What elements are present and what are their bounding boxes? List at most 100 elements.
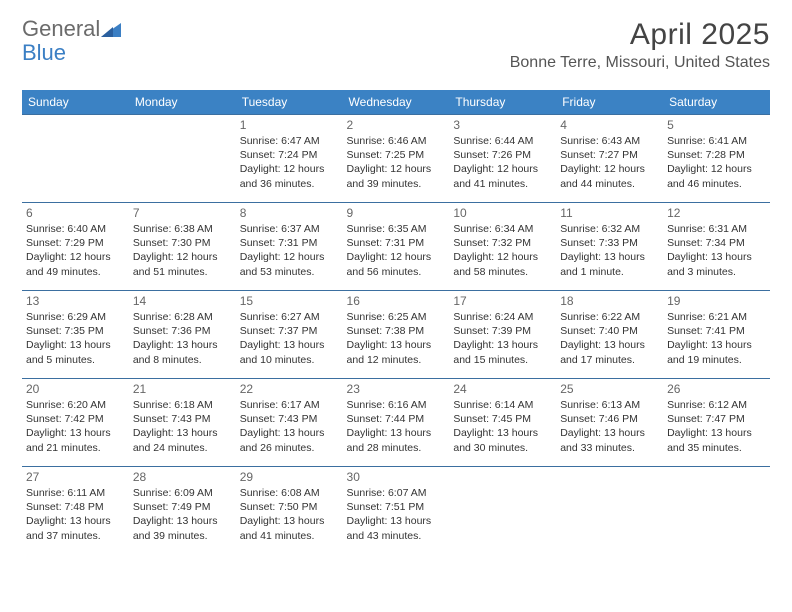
sunrise-line: Sunrise: 6:16 AM [347,398,446,412]
day-number: 9 [347,206,446,220]
daylight-line: Daylight: 12 hours and 56 minutes. [347,250,446,278]
calendar-cell: 18Sunrise: 6:22 AMSunset: 7:40 PMDayligh… [556,291,663,379]
title-block: April 2025 Bonne Terre, Missouri, United… [510,18,770,72]
calendar-cell: 16 Sunrise: 6:25 AMSunset: 7:38 PMDayligh… [343,291,450,379]
day-number: 2 [347,118,446,132]
daylight-line: Daylight: 12 hours and 36 minutes. [240,162,339,190]
day-number: 17 [453,294,552,308]
calendar-cell: 13Sunrise: 6:29 AMSunset: 7:35 PMDayligh… [22,291,129,379]
sunrise-line: Sunrise: 6:18 AM [133,398,232,412]
day-number: 8 [240,206,339,220]
day-number: 1 [240,118,339,132]
sunrise-line: Sunrise: 6:37 AM [240,222,339,236]
sunrise-line: Sunrise: 6:38 AM [133,222,232,236]
calendar-cell: 22Sunrise: 6:17 AMSunset: 7:43 PMDayligh… [236,379,343,467]
sunset-line: Sunset: 7:44 PM [347,412,446,426]
logo: General [22,18,121,40]
sunset-line: Sunset: 7:47 PM [667,412,766,426]
day-number: 5 [667,118,766,132]
daylight-line: Daylight: 13 hours and 5 minutes. [26,338,125,366]
sunrise-line: Sunrise: 6:31 AM [667,222,766,236]
day-number: 4 [560,118,659,132]
day-number: 15 [240,294,339,308]
day-number: 6 [26,206,125,220]
day-number: 14 [133,294,232,308]
weekday-header: Saturday [663,90,770,115]
calendar-table: SundayMondayTuesdayWednesdayThursdayFrid… [22,90,770,555]
calendar-cell: 30Sunrise: 6:07 AMSunset: 7:51 PMDayligh… [343,467,450,555]
sunset-line: Sunset: 7:27 PM [560,148,659,162]
sunrise-line: Sunrise: 6:27 AM [240,310,339,324]
day-number: 13 [26,294,125,308]
sunrise-line: Sunrise: 6:08 AM [240,486,339,500]
sunset-line: Sunset: 7:33 PM [560,236,659,250]
sunrise-line: Sunrise: 6:29 AM [26,310,125,324]
sunset-line: Sunset: 7:40 PM [560,324,659,338]
sunset-line: Sunset: 7:32 PM [453,236,552,250]
daylight-line: Daylight: 13 hours and 3 minutes. [667,250,766,278]
sunset-line: Sunset: 7:26 PM [453,148,552,162]
sunset-line: Sunset: 7:38 PM [347,324,446,338]
daylight-line: Daylight: 13 hours and 43 minutes. [347,514,446,542]
calendar-body: 1Sunrise: 6:47 AMSunset: 7:24 PMDaylight… [22,115,770,555]
page-header: General April 2025 Bonne Terre, Missouri… [22,18,770,72]
sunset-line: Sunset: 7:45 PM [453,412,552,426]
day-number: 29 [240,470,339,484]
calendar-cell: 26Sunrise: 6:12 AMSunset: 7:47 PMDayligh… [663,379,770,467]
day-number: 11 [560,206,659,220]
calendar-row: 20Sunrise: 6:20 AMSunset: 7:42 PMDayligh… [22,379,770,467]
calendar-cell: 27Sunrise: 6:11 AMSunset: 7:48 PMDayligh… [22,467,129,555]
daylight-line: Daylight: 13 hours and 24 minutes. [133,426,232,454]
sunset-line: Sunset: 7:36 PM [133,324,232,338]
calendar-cell [22,115,129,203]
sunset-line: Sunset: 7:50 PM [240,500,339,514]
daylight-line: Daylight: 13 hours and 41 minutes. [240,514,339,542]
sunset-line: Sunset: 7:49 PM [133,500,232,514]
sunrise-line: Sunrise: 6:17 AM [240,398,339,412]
weekday-header: Friday [556,90,663,115]
daylight-line: Daylight: 13 hours and 15 minutes. [453,338,552,366]
day-number: 23 [347,382,446,396]
sunset-line: Sunset: 7:29 PM [26,236,125,250]
weekday-header: Thursday [449,90,556,115]
sunrise-line: Sunrise: 6:44 AM [453,134,552,148]
calendar-cell: 6Sunrise: 6:40 AMSunset: 7:29 PMDaylight… [22,203,129,291]
sunset-line: Sunset: 7:42 PM [26,412,125,426]
calendar-cell: 5Sunrise: 6:41 AMSunset: 7:28 PMDaylight… [663,115,770,203]
daylight-line: Daylight: 13 hours and 12 minutes. [347,338,446,366]
day-number: 27 [26,470,125,484]
sunset-line: Sunset: 7:31 PM [240,236,339,250]
sunset-line: Sunset: 7:39 PM [453,324,552,338]
sunrise-line: Sunrise: 6:11 AM [26,486,125,500]
sunrise-line: Sunrise: 6:20 AM [26,398,125,412]
day-number: 12 [667,206,766,220]
calendar-cell [449,467,556,555]
calendar-cell: 8Sunrise: 6:37 AMSunset: 7:31 PMDaylight… [236,203,343,291]
daylight-line: Daylight: 12 hours and 41 minutes. [453,162,552,190]
day-number: 21 [133,382,232,396]
day-number: 19 [667,294,766,308]
sunrise-line: Sunrise: 6:09 AM [133,486,232,500]
calendar-cell [129,115,236,203]
sunrise-line: Sunrise: 6:12 AM [667,398,766,412]
weekday-header: Wednesday [343,90,450,115]
sunrise-line: Sunrise: 6:25 AM [347,310,446,324]
sunset-line: Sunset: 7:51 PM [347,500,446,514]
daylight-line: Daylight: 13 hours and 1 minute. [560,250,659,278]
sunrise-line: Sunrise: 6:46 AM [347,134,446,148]
sunrise-line: Sunrise: 6:41 AM [667,134,766,148]
sunset-line: Sunset: 7:24 PM [240,148,339,162]
sunrise-line: Sunrise: 6:43 AM [560,134,659,148]
calendar-cell [556,467,663,555]
day-number: 28 [133,470,232,484]
day-number: 16 [347,294,446,308]
logo-text-1: General [22,18,100,40]
sunset-line: Sunset: 7:31 PM [347,236,446,250]
calendar-row: 1Sunrise: 6:47 AMSunset: 7:24 PMDaylight… [22,115,770,203]
calendar-cell: 19Sunrise: 6:21 AMSunset: 7:41 PMDayligh… [663,291,770,379]
calendar-row: 13Sunrise: 6:29 AMSunset: 7:35 PMDayligh… [22,291,770,379]
sunset-line: Sunset: 7:46 PM [560,412,659,426]
calendar-cell: 29 Sunrise: 6:08 AMSunset: 7:50 PMDayligh… [236,467,343,555]
daylight-line: Daylight: 12 hours and 39 minutes. [347,162,446,190]
calendar-cell: 25Sunrise: 6:13 AMSunset: 7:46 PMDayligh… [556,379,663,467]
